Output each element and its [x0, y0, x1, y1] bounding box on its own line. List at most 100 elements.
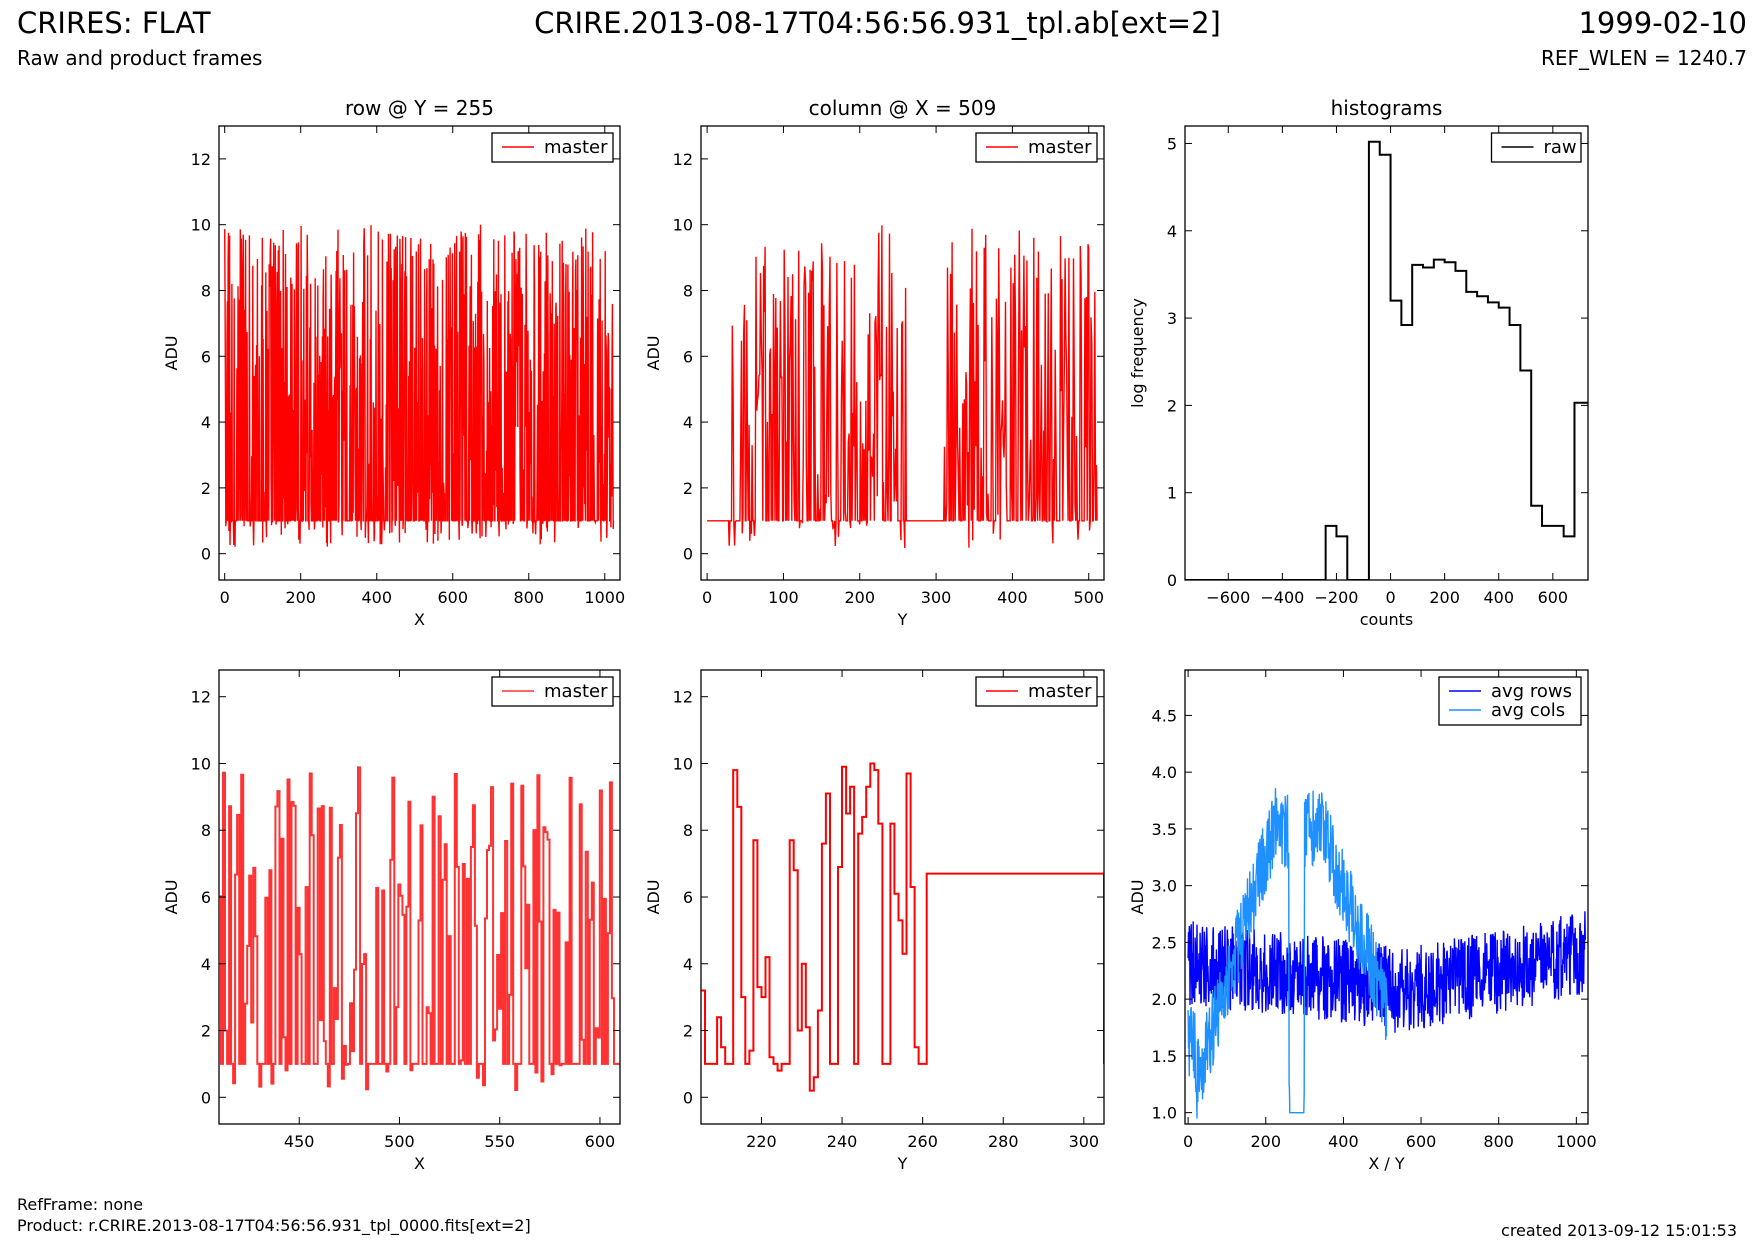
y-tick-label: 10 — [191, 216, 211, 235]
y-tick-label: 4.5 — [1152, 706, 1177, 725]
y-tick-label: 8 — [201, 821, 211, 840]
x-tick-label: 220 — [746, 1132, 777, 1151]
x-tick-label: 400 — [361, 588, 392, 607]
y-axis-label: log frequency — [1128, 298, 1147, 408]
x-tick-label: 600 — [585, 1132, 616, 1151]
y-tick-label: 0 — [1167, 571, 1177, 590]
series-master — [701, 762, 1104, 1092]
y-tick-label: 4.0 — [1152, 763, 1177, 782]
y-tick-label: 2 — [201, 1022, 211, 1041]
y-tick-label: 2 — [683, 479, 693, 498]
chart-row-zoom: 450 500 550 600 0 2 4 6 8 10 12 X ADU master — [162, 669, 621, 1173]
y-axis-label: ADU — [1128, 880, 1147, 915]
x-tick-label: 0 — [702, 588, 712, 607]
y-axis-label: ADU — [644, 880, 663, 915]
plot-area — [701, 762, 1104, 1092]
legend-label: avg rows — [1491, 681, 1572, 702]
x-tick-label: 200 — [844, 588, 875, 607]
x-tick-label: 240 — [827, 1132, 858, 1151]
legend: master — [975, 132, 1098, 163]
y-tick-label: 1.5 — [1152, 1047, 1177, 1066]
y-tick-label: 1 — [1167, 484, 1177, 503]
x-axis-label: X — [414, 610, 425, 629]
y-tick-label: 3 — [1167, 309, 1177, 328]
x-tick-label: 1000 — [1556, 1132, 1597, 1151]
x-tick-label: 800 — [1483, 1132, 1514, 1151]
y-tick-label: 6 — [201, 888, 211, 907]
x-tick-label: 600 — [437, 588, 468, 607]
axes-frame — [700, 125, 1105, 581]
x-tick-label: 300 — [1069, 1132, 1100, 1151]
plot-area — [224, 224, 615, 547]
x-tick-label: 0 — [220, 588, 230, 607]
x-tick-label: 400 — [1483, 588, 1514, 607]
legend-label: raw — [1544, 137, 1577, 158]
x-tick-label: 260 — [907, 1132, 938, 1151]
chart-averages: 0 200 400 600 800 1000 1.0 1.5 2.0 2.5 3.0 3.5 4.0 4.… — [1128, 669, 1597, 1173]
y-tick-label: 6 — [201, 347, 211, 366]
y-tick-label: 10 — [673, 216, 693, 235]
y-tick-label: 8 — [683, 821, 693, 840]
x-tick-label: 450 — [284, 1132, 315, 1151]
y-tick-label: 3.0 — [1152, 877, 1177, 896]
y-tick-label: 8 — [683, 281, 693, 300]
chart-histograms: histograms −600 −400 −200 0 200 400 600 0 1 2 3 4 5 co… — [1128, 96, 1589, 629]
axes-frame — [1184, 125, 1589, 581]
y-axis-label: ADU — [162, 336, 181, 371]
y-tick-label: 0 — [683, 545, 693, 564]
x-tick-label: 400 — [997, 588, 1028, 607]
x-tick-label: 0 — [1183, 1132, 1193, 1151]
y-tick-label: 6 — [683, 888, 693, 907]
legend: master — [491, 132, 614, 163]
x-tick-label: 600 — [1406, 1132, 1437, 1151]
y-tick-label: 12 — [673, 150, 693, 169]
series-avg-cols — [1187, 788, 1388, 1119]
x-tick-label: −400 — [1260, 588, 1304, 607]
y-tick-label: 4 — [201, 955, 211, 974]
y-tick-label: 4 — [683, 955, 693, 974]
x-tick-label: 500 — [1073, 588, 1104, 607]
x-axis-label: Y — [897, 1154, 908, 1173]
refframe-label: RefFrame: none — [17, 1195, 144, 1214]
figure-subtitle: Raw and product frames — [17, 46, 263, 70]
y-tick-label: 1.0 — [1152, 1104, 1177, 1123]
plot-area — [219, 766, 620, 1091]
plot-area — [707, 225, 1098, 549]
x-tick-label: 400 — [1328, 1132, 1359, 1151]
x-tick-label: 1000 — [584, 588, 625, 607]
created-label: created 2013-09-12 15:01:53 — [1501, 1221, 1737, 1240]
legend-label: master — [544, 681, 608, 702]
y-tick-label: 2 — [201, 479, 211, 498]
y-tick-label: 2 — [1167, 396, 1177, 415]
y-tick-label: 0 — [683, 1088, 693, 1107]
x-axis-label: X / Y — [1368, 1154, 1405, 1173]
legend-box — [975, 676, 1098, 707]
legend: raw — [1490, 132, 1582, 163]
y-tick-label: 2 — [683, 1022, 693, 1041]
y-axis-label: ADU — [162, 880, 181, 915]
x-tick-label: 200 — [285, 588, 316, 607]
chart-row: row @ Y = 255 0 200 400 600 800 1000 0 2 4 6 8 10 12 X… — [162, 96, 625, 629]
x-axis-label: Y — [897, 610, 908, 629]
plot-area — [1187, 788, 1586, 1119]
x-tick-label: 280 — [988, 1132, 1019, 1151]
chart-column-zoom: 220 240 260 280 300 0 2 4 6 8 10 12 Y ADU master — [644, 669, 1105, 1173]
chart-title: column @ X = 509 — [809, 96, 997, 120]
chart-title: histograms — [1331, 96, 1443, 120]
x-tick-label: −600 — [1206, 588, 1250, 607]
legend-box — [1438, 676, 1582, 726]
y-tick-label: 4 — [1167, 222, 1177, 241]
axes-frame — [1184, 669, 1589, 1125]
y-tick-label: 2.0 — [1152, 990, 1177, 1009]
series-master — [219, 766, 620, 1091]
legend: master — [491, 676, 614, 707]
chart-column: column @ X = 509 0 100 200 300 400 500 0 2 4 6 8 10 1… — [644, 96, 1105, 629]
x-tick-label: 200 — [1429, 588, 1460, 607]
x-tick-label: 500 — [384, 1132, 415, 1151]
x-tick-label: 800 — [514, 588, 545, 607]
x-tick-label: −200 — [1314, 588, 1358, 607]
chart-title: row @ Y = 255 — [345, 96, 494, 120]
series-master — [224, 224, 615, 547]
